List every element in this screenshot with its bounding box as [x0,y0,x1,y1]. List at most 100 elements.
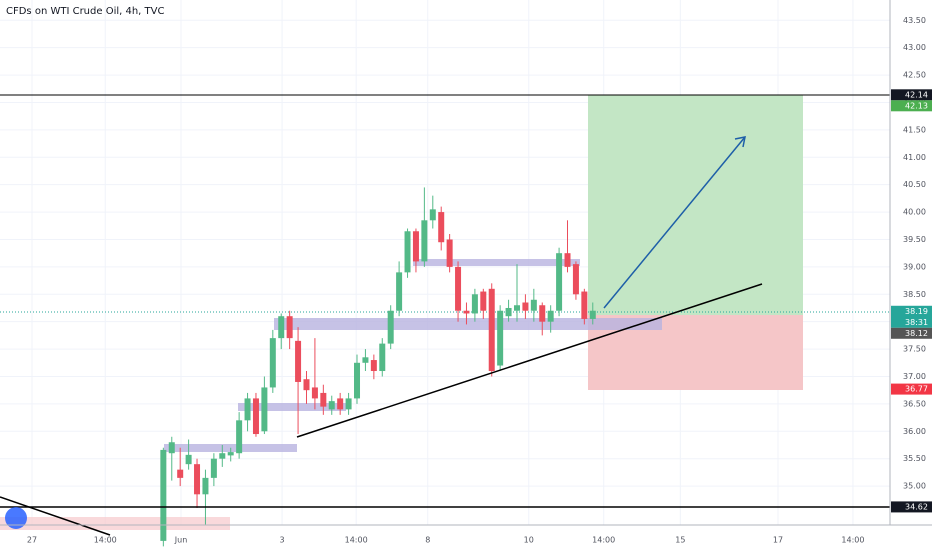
y-tick-label: 35.50 [903,454,926,463]
candle-body [589,310,596,319]
candle-body [404,231,411,273]
x-tick-label: 14:00 [841,536,864,545]
candle-body [455,266,462,311]
price-label: 36.77 [905,385,928,394]
candle-body [160,449,167,541]
x-tick-label: 8 [425,536,430,545]
candle-body [387,310,394,344]
candle-body [379,343,386,372]
zone [413,259,580,266]
price-label: 42.13 [905,101,928,110]
price-label-box [891,100,932,112]
y-tick-label: 43.00 [903,43,926,52]
y-tick-label: 39.00 [903,262,926,271]
candle-body [438,212,445,243]
x-tick-label: Jun [174,536,188,545]
candle-body [480,291,487,311]
candle-body [168,442,175,454]
x-tick-label: 27 [27,536,37,545]
candle-body [219,453,226,459]
y-tick-label: 42.50 [903,71,926,80]
countdown-label: 38:31 [905,318,928,327]
candle-body [513,305,520,311]
x-tick-label: 10 [524,536,534,545]
candle-body [429,209,436,221]
candle-body [488,288,495,372]
y-tick-label: 40.50 [903,180,926,189]
x-tick-label: 3 [280,536,285,545]
trend-line [0,496,111,536]
candle-body [354,362,361,399]
candle-body [328,401,335,410]
candle-body [530,299,537,311]
y-tick-label: 35.00 [903,482,926,491]
candle-body [286,316,293,339]
price-label-box [891,89,932,101]
price-label-box [891,305,932,328]
price-label-box [891,383,932,395]
y-tick-label: 40.00 [903,208,926,217]
y-tick-label: 36.50 [903,399,926,408]
price-label-box [891,327,932,339]
price-label: 42.14 [905,90,928,99]
candle-body [177,469,184,478]
candle-body [396,272,403,311]
candle-body [278,316,285,339]
candle-body [471,294,478,314]
candle-body [227,452,234,456]
candle-body [556,253,563,311]
price-label: 38.12 [905,329,928,338]
candle-body [581,291,588,319]
candle-body [236,420,243,454]
x-tick-label: 14:00 [592,536,615,545]
y-tick-label: 38.50 [903,290,926,299]
y-tick-label: 36.00 [903,427,926,436]
candle-body [303,379,310,391]
price-label-box [891,501,932,513]
candle-body [345,398,352,410]
zone [0,517,230,530]
candle-body [412,231,419,262]
candle-body [244,398,251,421]
x-tick-label: 17 [773,536,783,545]
arrow [603,136,746,309]
candle-body [337,398,344,410]
zone [274,318,662,330]
candle-body [261,387,268,432]
price-axis [890,0,932,550]
candle-body [421,220,428,262]
y-tick-label: 39.50 [903,235,926,244]
y-tick-label: 43.50 [903,16,926,25]
x-tick-label: 15 [675,536,685,545]
logo [5,507,27,529]
zone [238,403,346,411]
candle-body [210,458,217,478]
price-label: 38.19 [905,307,928,316]
candle-body [311,387,318,399]
y-tick-label: 41.00 [903,153,926,162]
x-tick-label: 14:00 [345,536,368,545]
arrow-head [734,136,746,148]
candle-body [572,264,579,295]
candle-body [539,305,546,322]
candle-body [295,340,302,382]
candle-body [269,338,276,388]
candle-body [505,307,512,317]
y-tick-label: 41.50 [903,125,926,134]
y-tick-label: 37.50 [903,345,926,354]
candle-body [446,239,453,267]
price-label: 34.62 [905,502,928,511]
candle-body [194,464,201,495]
candle-body [362,357,369,363]
x-tick-label: 14:00 [94,536,117,545]
trend-line [296,283,763,438]
candle-body [185,454,192,465]
candle-body [202,477,209,495]
candle-body [370,360,377,372]
chart-title: CFDs on WTI Crude Oil, 4h, TVC [6,6,164,17]
candles [160,187,596,547]
candle-body [564,253,571,267]
target-zone [588,95,803,315]
candle-body [320,392,327,407]
